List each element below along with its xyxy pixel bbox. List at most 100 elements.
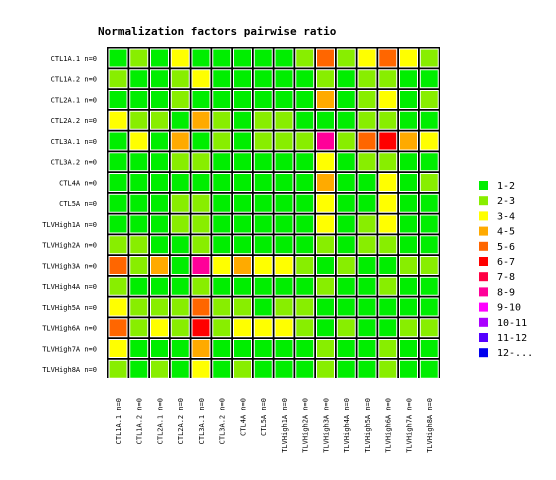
heatmap-cell — [150, 276, 169, 296]
heatmap-cell — [233, 214, 252, 234]
heatmap-cell — [108, 110, 128, 130]
legend-swatch — [479, 241, 488, 251]
heatmap-cell — [357, 339, 377, 358]
legend-label: 3-4 — [497, 211, 515, 222]
row-label: TLVHigh6A n=0 — [42, 325, 97, 333]
heatmap-cell — [212, 276, 232, 296]
heatmap-cell — [357, 276, 377, 296]
heatmap-cell — [212, 69, 232, 89]
heatmap-cell — [253, 339, 273, 358]
column-label: TLVHigh5A n=0 — [364, 398, 372, 453]
heatmap-cell — [191, 297, 211, 317]
heatmap-cell — [191, 90, 211, 109]
heatmap-cell — [316, 152, 335, 172]
heatmap-cell — [150, 131, 169, 151]
heatmap-cell — [233, 152, 252, 172]
heatmap-cell — [150, 256, 169, 275]
heatmap-cell — [150, 152, 169, 172]
heatmap-cell — [316, 339, 335, 358]
heatmap-cell — [253, 69, 273, 89]
heatmap-cell — [150, 90, 169, 109]
heatmap-cells — [108, 48, 439, 379]
heatmap-cell — [233, 256, 252, 275]
heatmap-cell — [378, 235, 398, 255]
row-label: CTL1A.1 n=0 — [51, 55, 97, 63]
heatmap-cell — [274, 214, 294, 234]
row-label: TLVHigh1A n=0 — [42, 221, 97, 229]
heatmap-cell — [212, 131, 232, 151]
heatmap-cell — [108, 90, 128, 109]
legend-label: 6-7 — [497, 257, 515, 268]
heatmap-cell — [419, 339, 439, 358]
heatmap-cell — [378, 131, 398, 151]
heatmap-cell — [419, 131, 439, 151]
heatmap-cell — [336, 193, 356, 213]
heatmap-cell — [108, 256, 128, 275]
heatmap-cell — [253, 131, 273, 151]
heatmap-cell — [170, 256, 190, 275]
legend-swatch — [479, 287, 488, 297]
heatmap-cell — [316, 173, 335, 192]
heatmap-cell — [108, 214, 128, 234]
legend-label: 8-9 — [497, 287, 515, 298]
column-label: TLVHigh8A n=0 — [426, 398, 434, 453]
heatmap-cell — [253, 235, 273, 255]
heatmap-cell — [129, 339, 149, 358]
heatmap-cell — [233, 69, 252, 89]
heatmap-cell — [419, 90, 439, 109]
heatmap-cell — [150, 359, 169, 379]
heatmap-cell — [212, 173, 232, 192]
heatmap-cell — [108, 318, 128, 338]
heatmap-cell — [129, 214, 149, 234]
heatmap-cell — [274, 276, 294, 296]
heatmap-cell — [150, 297, 169, 317]
heatmap-cell — [191, 256, 211, 275]
legend-swatch — [479, 196, 488, 206]
heatmap-cell — [357, 110, 377, 130]
heatmap-cell — [336, 235, 356, 255]
legend-swatch — [479, 226, 488, 236]
legend-swatch — [479, 181, 488, 190]
row-label: CTL3A.1 n=0 — [51, 138, 97, 146]
heatmap-cell — [191, 193, 211, 213]
heatmap-cell — [170, 173, 190, 192]
heatmap-cell — [150, 318, 169, 338]
heatmap-cell — [399, 110, 418, 130]
legend-label: 2-3 — [497, 196, 515, 207]
heatmap-cell — [336, 214, 356, 234]
heatmap-cell — [274, 256, 294, 275]
heatmap-cell — [129, 318, 149, 338]
heatmap-cell — [253, 152, 273, 172]
legend-swatch — [479, 272, 488, 282]
heatmap-cell — [378, 297, 398, 317]
heatmap-cell — [316, 48, 335, 68]
heatmap-cell — [295, 297, 315, 317]
heatmap-cell — [357, 152, 377, 172]
heatmap-cell — [274, 359, 294, 379]
heatmap-cell — [170, 297, 190, 317]
legend-label: 1-2 — [497, 181, 515, 192]
heatmap-cell — [378, 193, 398, 213]
column-label: TLVHigh7A n=0 — [405, 398, 413, 453]
heatmap-cell — [129, 110, 149, 130]
heatmap-cell — [357, 173, 377, 192]
heatmap-cell — [212, 193, 232, 213]
column-label: TLVHigh3A n=0 — [322, 398, 330, 453]
heatmap-cell — [274, 69, 294, 89]
heatmap-cell — [419, 235, 439, 255]
heatmap-cell — [170, 339, 190, 358]
heatmap-cell — [419, 214, 439, 234]
heatmap-cell — [316, 90, 335, 109]
heatmap-cell — [274, 90, 294, 109]
column-label: CTL2A.2 n=0 — [177, 398, 185, 444]
heatmap-cell — [357, 69, 377, 89]
heatmap-cell — [295, 193, 315, 213]
heatmap-cell — [316, 69, 335, 89]
heatmap-cell — [336, 318, 356, 338]
row-label: CTL2A.1 n=0 — [51, 96, 97, 104]
heatmap-cell — [212, 110, 232, 130]
heatmap-cell — [378, 152, 398, 172]
heatmap-cell — [150, 339, 169, 358]
heatmap-cell — [419, 152, 439, 172]
heatmap-cell — [378, 318, 398, 338]
